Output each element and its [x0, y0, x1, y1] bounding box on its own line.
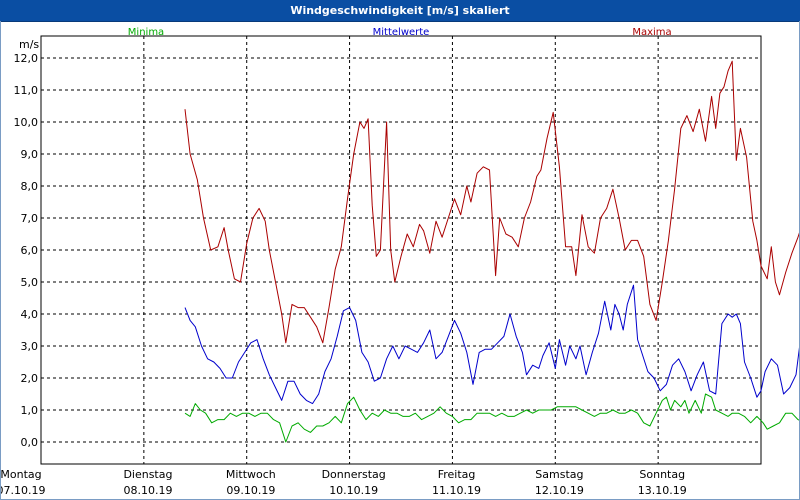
series — [184, 60, 799, 443]
y-tick-label: 2,0 — [21, 372, 39, 385]
y-axis-unit: m/s — [19, 38, 39, 51]
x-day-date: 10.10.19 — [329, 484, 378, 497]
x-day-date: 11.10.19 — [432, 484, 481, 497]
x-day-date: 09.10.19 — [226, 484, 275, 497]
plot-area — [40, 35, 762, 465]
chart-title: Windgeschwindigkeit [m/s] skaliert — [290, 4, 510, 17]
wind-speed-chart: 0,0 1,0 2,0 3,0 4,0 5,0 6,0 7,0 8,0 9,0 10,0 11,0 12… — [1, 27, 799, 497]
y-tick-label: 7,0 — [21, 212, 39, 225]
y-tick-label: 6,0 — [21, 244, 39, 257]
y-tick-label: 12,0 — [14, 52, 39, 65]
x-day-name: Samstag — [535, 468, 583, 481]
y-tick-label: 1,0 — [21, 404, 39, 417]
x-day-name: Freitag — [438, 468, 476, 481]
y-tick-label: 11,0 — [14, 84, 39, 97]
legend-minima: Minima — [128, 27, 164, 38]
y-tick-label: 9,0 — [21, 148, 39, 161]
series-line-minima — [184, 393, 799, 443]
x-day-date: 08.10.19 — [123, 484, 172, 497]
x-axis-days: Montag 07.10.19 Dienstag 08.10.19 Mittwoch 09… — [1, 468, 687, 497]
x-day-name: Donnerstag — [322, 468, 386, 481]
series-line-maxima — [184, 60, 799, 344]
series-line-mittelwerte — [184, 284, 799, 405]
x-day-name: Montag — [1, 468, 42, 481]
legend-maxima: Maxima — [632, 27, 671, 38]
y-tick-label: 4,0 — [21, 308, 39, 321]
y-tick-label: 5,0 — [21, 276, 39, 289]
y-tick-label: 10,0 — [14, 116, 39, 129]
grid — [41, 36, 761, 464]
legend-mittelwerte: Mittelwerte — [373, 27, 430, 38]
x-day-name: Mittwoch — [226, 468, 276, 481]
x-day-name: Dienstag — [123, 468, 172, 481]
y-tick-label: 0,0 — [21, 436, 39, 449]
y-axis-ticks: 0,0 1,0 2,0 3,0 4,0 5,0 6,0 7,0 8,0 9,0 10,0 11,0 12… — [14, 52, 39, 449]
chart-frame: 0,0 1,0 2,0 3,0 4,0 5,0 6,0 7,0 8,0 9,0 10,0 11,0 12… — [0, 21, 800, 500]
x-day-name: Sonntag — [639, 468, 685, 481]
y-tick-label: 8,0 — [21, 180, 39, 193]
x-day-date: 12.10.19 — [535, 484, 584, 497]
x-day-date: 13.10.19 — [638, 484, 687, 497]
title-bar: Windgeschwindigkeit [m/s] skaliert — [0, 0, 800, 22]
y-tick-label: 3,0 — [21, 340, 39, 353]
x-day-date: 07.10.19 — [1, 484, 45, 497]
